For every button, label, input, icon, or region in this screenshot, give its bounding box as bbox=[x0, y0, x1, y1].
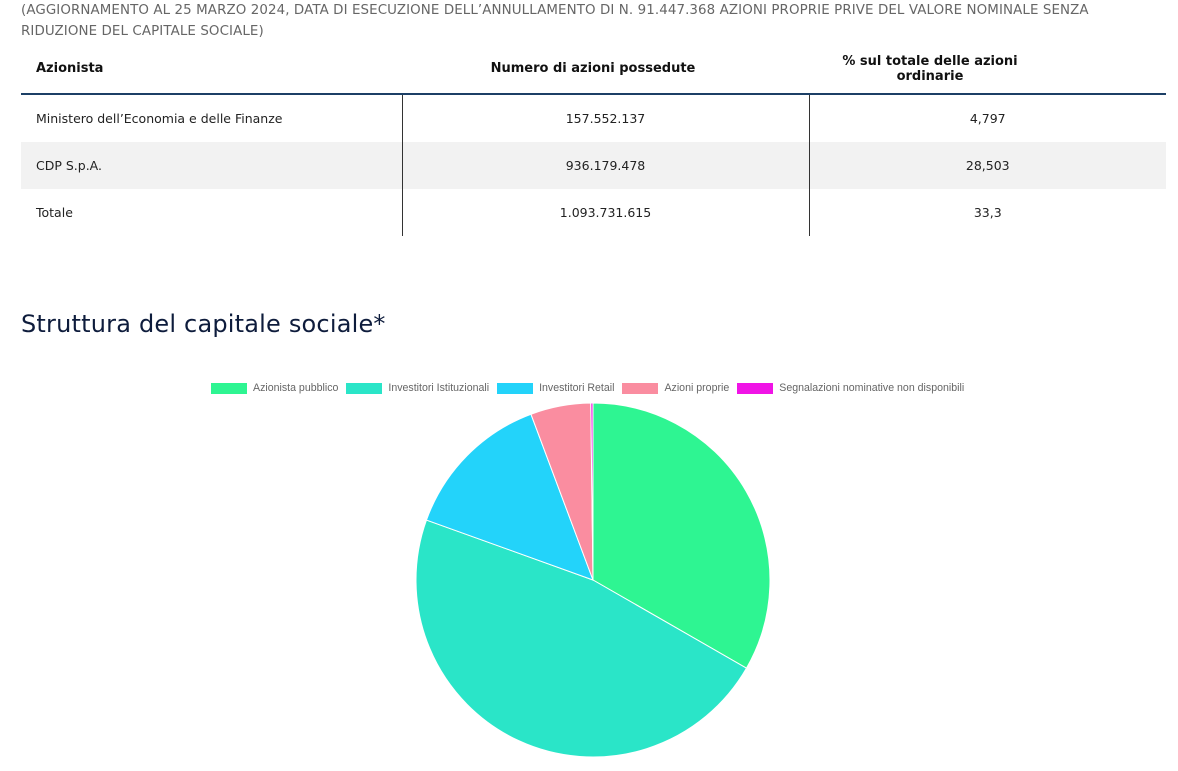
legend-label: Azioni proprie bbox=[664, 382, 730, 394]
table-row: CDP S.p.A. 936.179.478 28,503 bbox=[21, 142, 1166, 189]
table-row: Ministero dell’Economia e delle Finanze … bbox=[21, 94, 1166, 142]
cell-percent: 4,797 bbox=[969, 111, 1006, 126]
pie-slice[interactable] bbox=[415, 519, 748, 758]
legend-item[interactable]: Investitori Retail bbox=[497, 382, 614, 394]
cell-shares: 936.179.478 bbox=[401, 142, 810, 189]
pie-slice[interactable] bbox=[590, 402, 594, 581]
legend-label: Investitori Istituzionali bbox=[388, 382, 490, 394]
update-note: (AGGIORNAMENTO AL 25 MARZO 2024, DATA DI… bbox=[21, 3, 1089, 39]
legend-swatch bbox=[737, 382, 774, 394]
legend-label: Segnalazioni nominative non disponibili bbox=[779, 382, 965, 394]
table-row: Totale 1.093.731.615 33,3 bbox=[21, 189, 1166, 236]
pie-slice[interactable] bbox=[425, 413, 594, 581]
cell-shares: 1.093.731.615 bbox=[401, 189, 810, 236]
legend-swatch bbox=[211, 382, 247, 394]
legend-item[interactable]: Segnalazioni nominative non disponibili bbox=[737, 382, 964, 394]
legend-label: Investitori Retail bbox=[539, 382, 615, 394]
column-header-percent: % sul totale delle azioni ordinarie bbox=[809, 44, 1166, 95]
legend-swatch bbox=[497, 382, 534, 394]
cell-percent: 28,503 bbox=[809, 142, 1166, 189]
cell-shareholder: Ministero dell’Economia e delle Finanze bbox=[36, 111, 283, 126]
cell-shareholder: CDP S.p.A. bbox=[21, 142, 402, 189]
legend-swatch bbox=[346, 382, 383, 394]
pie-slice[interactable] bbox=[592, 402, 771, 669]
chart-legend: Azionista pubblico Investitori Istituzion… bbox=[211, 380, 972, 396]
cell-shares: 157.552.137 bbox=[401, 94, 810, 142]
legend-swatch bbox=[622, 382, 659, 394]
cell-shareholder: Totale bbox=[36, 205, 73, 220]
legend-item[interactable]: Azionista pubblico bbox=[211, 382, 338, 394]
table-header-row: Azionista Numero di azioni possedute % s… bbox=[21, 44, 1166, 95]
shareholders-table: Azionista Numero di azioni possedute % s… bbox=[21, 44, 1166, 236]
legend-item[interactable]: Azioni proprie bbox=[622, 382, 729, 394]
column-header-shareholder: Azionista bbox=[21, 44, 402, 95]
legend-item[interactable]: Investitori Istituzionali bbox=[346, 382, 489, 394]
cell-percent: 33,3 bbox=[973, 205, 1002, 220]
column-header-shares: Numero di azioni possedute bbox=[402, 44, 809, 95]
legend-label: Azionista pubblico bbox=[253, 382, 339, 394]
section-title: Struttura del capitale sociale* bbox=[21, 310, 386, 338]
